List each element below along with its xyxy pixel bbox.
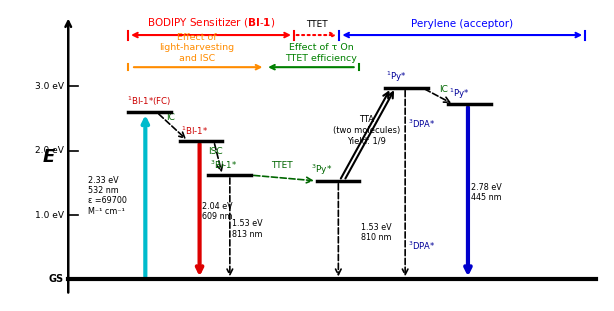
Text: $^3$Py*: $^3$Py*: [311, 163, 332, 177]
Text: 1.53 eV
810 nm: 1.53 eV 810 nm: [361, 223, 392, 242]
Text: $^1$Py*: $^1$Py*: [386, 69, 407, 84]
Text: TTET: TTET: [306, 20, 327, 29]
Text: $^3$DPA*: $^3$DPA*: [408, 240, 435, 252]
Text: $^1$BI-1*(FC): $^1$BI-1*(FC): [127, 95, 171, 108]
Text: 3.0 eV: 3.0 eV: [34, 82, 64, 91]
Text: Perylene (acceptor): Perylene (acceptor): [411, 19, 513, 29]
Text: Effect of
light-harvesting
and ISC: Effect of light-harvesting and ISC: [159, 33, 235, 63]
Text: IC: IC: [439, 85, 448, 94]
Text: Effect of τ On
TTET efficiency: Effect of τ On TTET efficiency: [285, 43, 357, 63]
Text: E: E: [42, 148, 55, 166]
Text: ISC: ISC: [208, 147, 223, 156]
Text: $^1$BI-1*: $^1$BI-1*: [181, 125, 208, 137]
Text: IC: IC: [166, 114, 176, 123]
Text: TTA
(two molecules)
Yield: 1/9: TTA (two molecules) Yield: 1/9: [333, 115, 400, 145]
Text: BODIPY Sensitizer ($\mathbf{BI}$-$\mathbf{1}$): BODIPY Sensitizer ($\mathbf{BI}$-$\mathb…: [147, 16, 275, 29]
Text: GS: GS: [49, 274, 64, 284]
Text: $^3$BI-1*: $^3$BI-1*: [211, 159, 238, 171]
Text: TTET: TTET: [271, 161, 293, 170]
Text: $^1$Py*: $^1$Py*: [449, 86, 470, 100]
Text: 2.04 eV
609 nm: 2.04 eV 609 nm: [203, 202, 233, 221]
Text: 2.78 eV
445 nm: 2.78 eV 445 nm: [471, 183, 502, 202]
Text: 1.53 eV
813 nm: 1.53 eV 813 nm: [232, 220, 263, 239]
Text: 2.33 eV
532 nm
ε =69700
M⁻¹ cm⁻¹: 2.33 eV 532 nm ε =69700 M⁻¹ cm⁻¹: [88, 176, 127, 216]
Text: 1.0 eV: 1.0 eV: [34, 211, 64, 220]
Text: $^3$DPA*: $^3$DPA*: [408, 118, 435, 130]
Text: 2.0 eV: 2.0 eV: [35, 146, 64, 155]
